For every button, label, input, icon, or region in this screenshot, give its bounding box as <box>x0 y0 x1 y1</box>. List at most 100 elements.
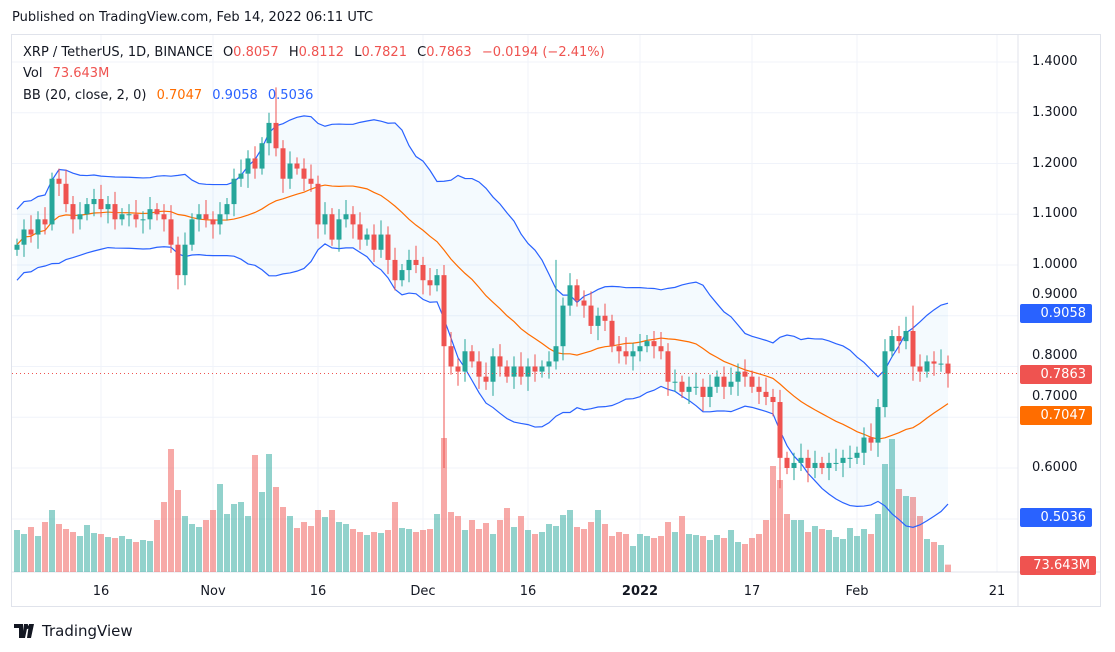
candle-body <box>833 462 839 464</box>
volume-bar <box>343 524 349 572</box>
candle-body <box>721 376 727 387</box>
volume-bar <box>91 533 97 572</box>
volume-bar <box>742 544 748 572</box>
volume-bar <box>154 520 160 572</box>
candle-body <box>812 462 818 468</box>
volume-bar <box>189 524 195 572</box>
bb-legend: BB (20, close, 2, 0) 0.7047 0.9058 0.503… <box>23 88 319 103</box>
candle-body <box>518 366 524 377</box>
candle-body <box>350 214 356 225</box>
volume-bar <box>833 537 839 572</box>
candle-body <box>56 178 62 184</box>
candle-body <box>945 363 951 374</box>
volume-bar <box>476 529 482 572</box>
volume-bar <box>238 502 244 572</box>
price-tick: 1.1000 <box>1032 206 1078 222</box>
candle-body <box>784 457 790 468</box>
volume-bar <box>336 522 342 572</box>
volume-bar <box>119 536 125 572</box>
volume-bar <box>945 564 951 572</box>
volume-bar <box>224 514 230 572</box>
candle-body <box>714 376 720 387</box>
candle-body <box>357 224 363 240</box>
symbol-legend: XRP / TetherUS, 1D, BINANCE O0.8057 H0.8… <box>23 45 611 60</box>
bb-lower-value: 0.5036 <box>267 88 314 103</box>
time-tick: Dec <box>410 584 436 599</box>
candle-body <box>140 219 146 221</box>
candle-body <box>259 143 265 169</box>
volume-bar <box>231 504 237 572</box>
symbol-title: XRP / TetherUS, 1D, BINANCE <box>23 45 213 60</box>
volume-bar <box>665 522 671 572</box>
candle-body <box>679 381 685 392</box>
candle-body <box>21 229 27 245</box>
price-tick: 0.8000 <box>1032 348 1078 363</box>
candle-body <box>861 437 867 453</box>
volume-bar <box>112 538 118 572</box>
volume-bar <box>455 516 461 572</box>
volume-bar <box>553 526 559 572</box>
volume-bar <box>21 534 27 572</box>
time-tick: Feb <box>845 584 869 599</box>
volume-bar <box>182 516 188 572</box>
candle-body <box>525 366 531 377</box>
volume-badge: 73.643M <box>1020 556 1096 575</box>
candle-body <box>42 219 48 225</box>
bb-basis-value: 0.7047 <box>156 88 203 103</box>
candle-body <box>672 381 678 383</box>
volume-bar <box>441 438 447 572</box>
candle-body <box>119 214 125 220</box>
candle-body <box>385 234 391 260</box>
candle-body <box>875 407 881 443</box>
volume-bar <box>266 454 272 572</box>
volume-bar <box>644 536 650 572</box>
volume-bar <box>560 515 566 572</box>
bb-fill <box>17 115 948 528</box>
candle-body <box>728 381 734 387</box>
candle-body <box>777 402 783 458</box>
volume-bar <box>770 466 776 572</box>
candle-body <box>553 346 559 362</box>
volume-bar <box>448 512 454 572</box>
candle-body <box>588 305 594 326</box>
volume-bar <box>882 464 888 572</box>
volume-bar <box>49 510 55 572</box>
time-tick: 17 <box>743 584 761 599</box>
volume-bar <box>679 516 685 572</box>
chart-frame[interactable] <box>11 34 1101 607</box>
volume-bar <box>581 529 587 572</box>
candle-body <box>14 244 20 250</box>
volume-bar <box>350 529 356 572</box>
tradingview-logo[interactable]: TradingView <box>14 622 133 640</box>
candle-body <box>441 275 447 347</box>
price-tick: 1.2000 <box>1032 155 1078 171</box>
candle-body <box>910 330 916 367</box>
volume-bar <box>868 534 874 572</box>
candle-body <box>623 351 629 357</box>
candle-body <box>392 259 398 281</box>
candle-body <box>70 204 76 220</box>
candle-body <box>840 457 846 463</box>
candle-body <box>189 219 195 245</box>
volume-bar <box>854 536 860 572</box>
volume-bar <box>168 449 174 572</box>
candle-body <box>245 158 251 174</box>
bb-label: BB (20, close, 2, 0) <box>23 88 147 103</box>
candle-body <box>84 204 90 215</box>
price-tick: 1.4000 <box>1032 54 1078 69</box>
candle-body <box>287 163 293 179</box>
volume-bar <box>714 535 720 572</box>
price-tick: 0.9000 <box>1032 287 1078 302</box>
candle-body <box>175 244 181 276</box>
candle-body <box>616 346 622 352</box>
close-label: C <box>417 45 427 60</box>
candle-body <box>462 351 468 372</box>
volume-bar <box>175 490 181 572</box>
candle-body <box>413 259 419 265</box>
volume-bar <box>196 527 202 572</box>
candle-body <box>896 336 902 342</box>
volume-bar <box>329 510 335 572</box>
volume-bar <box>777 480 783 572</box>
candle-body <box>280 148 286 179</box>
